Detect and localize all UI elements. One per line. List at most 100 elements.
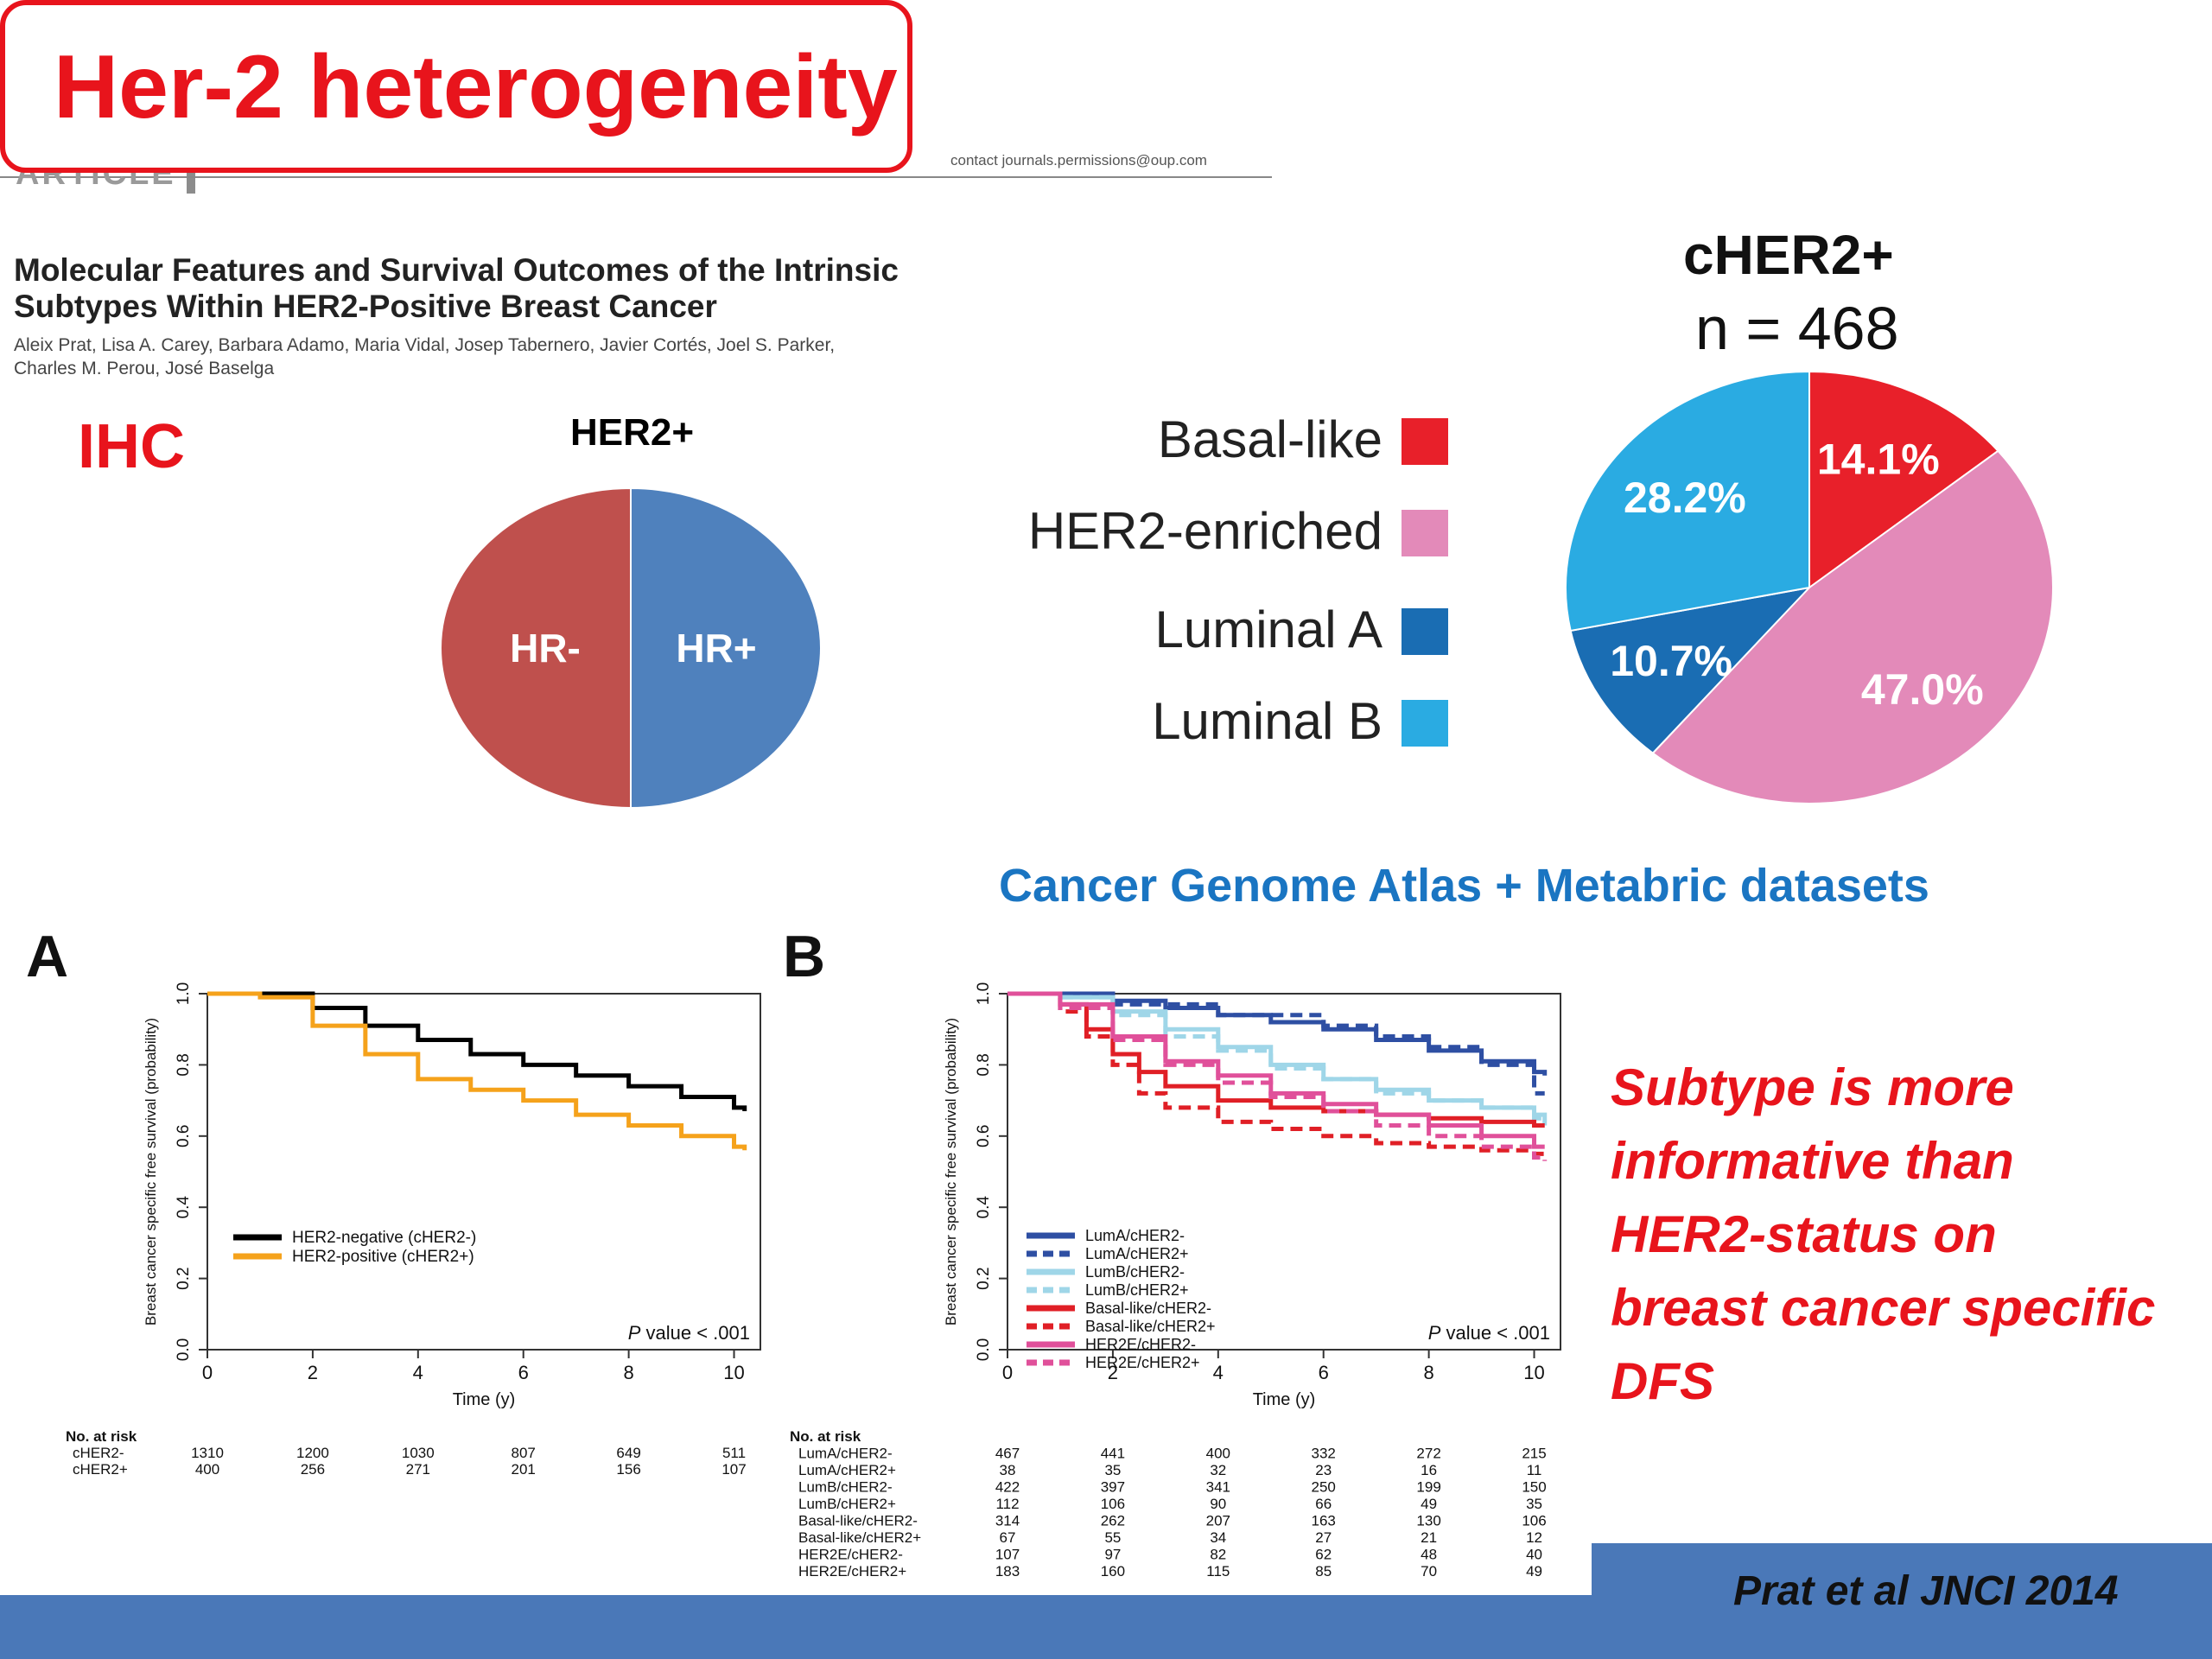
risk-value: 1200: [296, 1445, 329, 1461]
pie-slice-basal-like: [1808, 370, 1999, 589]
pie-slice-luminal-b: [1565, 370, 1810, 632]
legend-swatch-luminal-a: [1402, 608, 1448, 655]
risk-value: 183: [995, 1563, 1020, 1580]
risk-value: 207: [1206, 1513, 1230, 1529]
y-axis-label: Breast cancer specific free survival (pr…: [943, 1018, 959, 1325]
y-tick-label: 0.2: [175, 1267, 193, 1289]
legend-label-lumb-cher2: LumB/cHER2-: [1085, 1263, 1185, 1281]
legend-label-her2e-cher2: HER2E/cHER2+: [1085, 1354, 1200, 1371]
risk-row-label: cHER2-: [73, 1445, 124, 1461]
risk-value: 201: [512, 1461, 536, 1478]
risk-row-label: cHER2+: [73, 1461, 128, 1478]
paper-title-line-2: Subtypes Within HER2-Positive Breast Can…: [14, 289, 717, 324]
risk-value: 215: [1522, 1446, 1546, 1462]
paper-authors: Aleix Prat, Lisa A. Carey, Barbara Adamo…: [14, 334, 835, 380]
y-tick-label: 0.0: [975, 1338, 993, 1361]
risk-value: 400: [195, 1461, 219, 1478]
risk-value: 332: [1312, 1446, 1336, 1462]
risk-row-label: LumA/cHER2-: [798, 1446, 893, 1462]
y-tick-label: 0.8: [975, 1053, 993, 1076]
legend-label-basal-like-cher2: Basal-like/cHER2+: [1085, 1318, 1216, 1335]
x-tick-label: 2: [1108, 1362, 1118, 1383]
y-tick-label: 0.2: [975, 1267, 993, 1289]
risk-value: 156: [616, 1461, 640, 1478]
risk-value: 400: [1206, 1446, 1230, 1462]
pie-slice-luminal-a: [1569, 586, 1812, 754]
legend-label-lumb-cher2: LumB/cHER2+: [1085, 1281, 1189, 1299]
pie-slice-hr: [630, 486, 822, 810]
risk-value: 112: [995, 1496, 1019, 1512]
risk-value: 422: [995, 1479, 1020, 1496]
pie-label-her2-enriched: 47.0%: [1861, 665, 1984, 714]
legend-swatch-basal: [1402, 418, 1448, 465]
risk-table-header: No. at risk: [790, 1428, 861, 1445]
km-plot-panel-b: 0 2 4 6 8 10 0.0 0.2 0.4 0.6 0.8 1.0 Time (y) Breast …: [790, 982, 1561, 1580]
risk-row-label: LumA/cHER2+: [798, 1462, 896, 1478]
y-tick-label: 0.8: [175, 1053, 193, 1076]
x-tick-label: 10: [1523, 1362, 1544, 1383]
risk-value: 23: [1315, 1462, 1332, 1478]
risk-value: 314: [995, 1513, 1020, 1529]
risk-value: 90: [1210, 1496, 1226, 1512]
risk-value: 649: [616, 1445, 640, 1461]
risk-value: 35: [1526, 1496, 1542, 1512]
risk-value: 21: [1421, 1529, 1437, 1546]
x-tick-label: 6: [1319, 1362, 1329, 1383]
ihc-label: IHC: [78, 412, 185, 481]
km-curve-her2e-cher2: [1007, 991, 1545, 1149]
title-frame: [0, 0, 912, 173]
risk-value: 160: [1101, 1563, 1125, 1580]
footer-tab: [1592, 1543, 2212, 1659]
risk-value: 256: [301, 1461, 325, 1478]
cher2-pie-subtitle: n = 468: [1695, 295, 1899, 362]
plot-frame: [1007, 993, 1561, 1351]
risk-value: 35: [1104, 1462, 1121, 1478]
plot-frame: [207, 993, 761, 1351]
her2-ihc-pie-chart: HR+ HR-: [440, 486, 822, 810]
km-curve-basal-like-cher2: [1007, 991, 1545, 1156]
risk-row-label: LumB/cHER2-: [798, 1479, 893, 1496]
y-tick-label: 0.6: [175, 1125, 193, 1147]
legend-swatch-luminal-b: [1402, 700, 1448, 747]
x-tick-label: 8: [623, 1362, 633, 1383]
panel-letter-a: A: [26, 924, 69, 989]
legend-label-luminal-b: Luminal B: [1152, 692, 1382, 750]
risk-value: 511: [722, 1445, 746, 1461]
risk-value: 262: [1101, 1513, 1125, 1529]
x-tick-label: 6: [518, 1362, 529, 1383]
x-tick-label: 4: [1213, 1362, 1224, 1383]
risk-value: 38: [1000, 1462, 1016, 1478]
risk-value: 199: [1416, 1479, 1440, 1496]
y-tick-label: 1.0: [975, 982, 993, 1005]
x-tick-label: 0: [202, 1362, 213, 1383]
paper-title: Molecular Features and Survival Outcomes…: [14, 252, 899, 325]
pie-label-luminal-a: 10.7%: [1610, 637, 1732, 685]
risk-value: 66: [1315, 1496, 1332, 1512]
legend-label-luma-cher2: LumA/cHER2+: [1085, 1245, 1189, 1262]
legend-label-basal: Basal-like: [1157, 410, 1382, 468]
risk-value: 106: [1522, 1513, 1546, 1529]
x-tick-label: 2: [308, 1362, 318, 1383]
pie-label-basal-like: 14.1%: [1817, 435, 1940, 483]
risk-value: 49: [1526, 1563, 1542, 1580]
contact-line: contact journals.permissions@oup.com: [950, 152, 1207, 168]
risk-value: 106: [1101, 1496, 1125, 1512]
pie-slice-hr: [440, 486, 632, 810]
risk-value: 12: [1526, 1529, 1542, 1546]
legend-label-basal-like-cher2: Basal-like/cHER2-: [1085, 1300, 1211, 1317]
y-tick-label: 1.0: [175, 982, 193, 1005]
x-tick-label: 8: [1423, 1362, 1433, 1383]
her2-pie-title: HER2+: [570, 411, 695, 454]
legend-label-luminal-a: Luminal A: [1154, 601, 1383, 658]
conclusion-text: Subtype is more informative than HER2-st…: [1611, 1058, 2156, 1410]
paper-title-line-1: Molecular Features and Survival Outcomes…: [14, 252, 899, 288]
risk-value: 82: [1210, 1547, 1226, 1563]
legend-label-her2e-cher2: HER2E/cHER2-: [1085, 1336, 1196, 1353]
risk-value: 32: [1210, 1462, 1226, 1478]
km-curve-her2e-cher2: [1007, 991, 1548, 1161]
legend-label-her2-enriched: HER2-enriched: [1027, 502, 1382, 560]
risk-row-label: HER2E/cHER2+: [798, 1563, 906, 1580]
risk-value: 807: [512, 1445, 536, 1461]
cher2-subtype-pie-chart: 14.1% 47.0% 10.7% 28.2%: [1565, 370, 2054, 804]
x-axis-label: Time (y): [1253, 1390, 1316, 1409]
